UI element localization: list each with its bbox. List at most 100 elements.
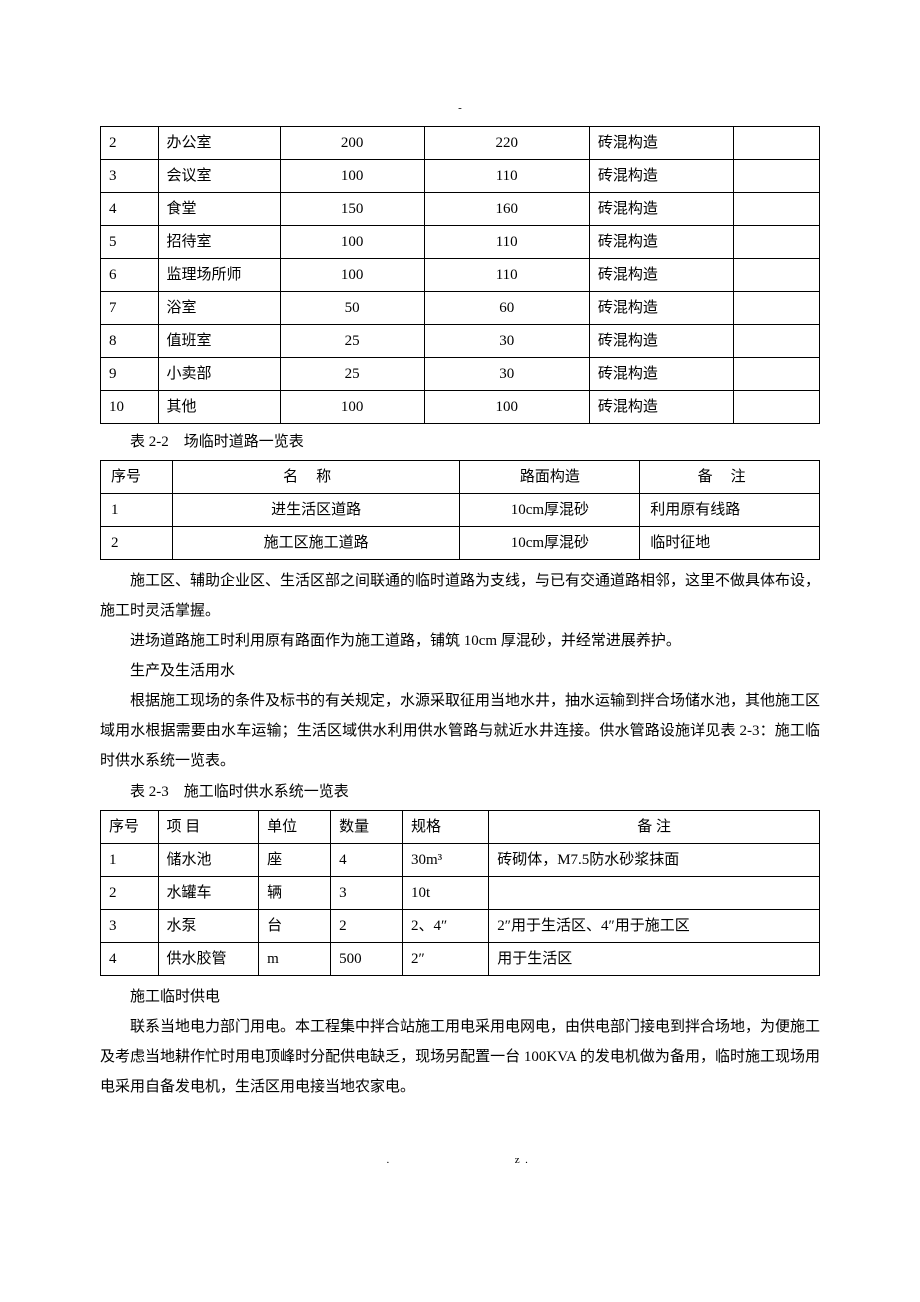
table-cell: 220 (424, 126, 589, 159)
table-cell (733, 258, 819, 291)
table-cell (489, 876, 820, 909)
table-cell: 60 (424, 291, 589, 324)
footer-dot: . (387, 1154, 395, 1166)
table-row: 5招待室100110砖混构造 (101, 225, 820, 258)
table-cell: 100 (280, 225, 424, 258)
table-cell: 食堂 (158, 192, 280, 225)
table-row: 1进生活区道路10cm厚混砂利用原有线路 (101, 493, 820, 526)
table-cell: 100 (280, 159, 424, 192)
table-water-supply: 序号 项 目 单位 数量 规格 备 注 1储水池座430m³砖砌体，M7.5防水… (100, 810, 820, 976)
table-cell: 25 (280, 324, 424, 357)
table-cell: 100 (280, 258, 424, 291)
table-cell: 砖砌体，M7.5防水砂浆抹面 (489, 843, 820, 876)
table-cell: 10cm厚混砂 (460, 493, 640, 526)
table-row: 2水罐车辆310t (101, 876, 820, 909)
table-cell: 砖混构造 (589, 159, 733, 192)
table-cell (733, 390, 819, 423)
table-cell: 500 (331, 942, 403, 975)
table-cell: 2″用于生活区、4″用于施工区 (489, 909, 820, 942)
table-cell: 进生活区道路 (172, 493, 460, 526)
table-cell: 砖混构造 (589, 126, 733, 159)
table-row: 3会议室100110砖混构造 (101, 159, 820, 192)
table-cell: 6 (101, 258, 159, 291)
table-cell: 台 (259, 909, 331, 942)
table-cell: 100 (424, 390, 589, 423)
table-cell: 辆 (259, 876, 331, 909)
table-cell: 30 (424, 324, 589, 357)
table-cell (733, 225, 819, 258)
table-cell: 110 (424, 159, 589, 192)
col-note: 备注 (640, 460, 820, 493)
table-cell: 小卖部 (158, 357, 280, 390)
table-cell: 监理场所师 (158, 258, 280, 291)
col-qty: 数量 (331, 810, 403, 843)
caption-table3: 表 2-3 施工临时供水系统一览表 (100, 780, 820, 804)
table-cell (733, 357, 819, 390)
table-cell: 10cm厚混砂 (460, 526, 640, 559)
table-cell: 1 (101, 843, 159, 876)
table-row: 6监理场所师100110砖混构造 (101, 258, 820, 291)
table-cell: 4 (101, 192, 159, 225)
table-cell: 座 (259, 843, 331, 876)
table-cell: 水泵 (158, 909, 259, 942)
paragraph: 施工区、辅助企业区、生活区部之间联通的临时道路为支线，与已有交通道路相邻，这里不… (100, 566, 820, 626)
table-row: 7浴室5060砖混构造 (101, 291, 820, 324)
table-cell: 4 (101, 942, 159, 975)
col-no: 序号 (101, 460, 173, 493)
table-cell: 30m³ (402, 843, 488, 876)
table-cell: 4 (331, 843, 403, 876)
table-cell: 供水胶管 (158, 942, 259, 975)
table-cell: 3 (101, 909, 159, 942)
table-cell: 2 (331, 909, 403, 942)
table-cell: 砖混构造 (589, 357, 733, 390)
table-cell: 砖混构造 (589, 192, 733, 225)
table-cell: 10 (101, 390, 159, 423)
table-cell: 110 (424, 258, 589, 291)
col-note: 备 注 (489, 810, 820, 843)
table-row: 8值班室2530砖混构造 (101, 324, 820, 357)
table-cell: 砖混构造 (589, 225, 733, 258)
table-cell: 5 (101, 225, 159, 258)
col-item: 项 目 (158, 810, 259, 843)
table-cell: 30 (424, 357, 589, 390)
col-name: 名称 (172, 460, 460, 493)
table-cell (733, 291, 819, 324)
table-roads: 序号 名称 路面构造 备注 1进生活区道路10cm厚混砂利用原有线路2施工区施工… (100, 460, 820, 560)
paragraph: 根据施工现场的条件及标书的有关规定，水源采取征用当地水井，抽水运输到拌合场储水池… (100, 686, 820, 776)
table-cell (733, 126, 819, 159)
table-row: 1储水池座430m³砖砌体，M7.5防水砂浆抹面 (101, 843, 820, 876)
table-cell: 水罐车 (158, 876, 259, 909)
table-cell: m (259, 942, 331, 975)
top-mark: - (100, 100, 820, 118)
table-row: 9小卖部2530砖混构造 (101, 357, 820, 390)
table-cell: 100 (280, 390, 424, 423)
table-cell: 砖混构造 (589, 258, 733, 291)
table-cell: 用于生活区 (489, 942, 820, 975)
col-surface: 路面构造 (460, 460, 640, 493)
table-cell: 150 (280, 192, 424, 225)
table-cell: 砖混构造 (589, 324, 733, 357)
paragraph: 施工临时供电 (100, 982, 820, 1012)
table-cell: 浴室 (158, 291, 280, 324)
table-cell: 2、4″ (402, 909, 488, 942)
table-cell: 25 (280, 357, 424, 390)
table-cell: 2 (101, 126, 159, 159)
table-cell: 3 (101, 159, 159, 192)
table-row: 2办公室200220砖混构造 (101, 126, 820, 159)
paragraph: 生产及生活用水 (100, 656, 820, 686)
table-header-row: 序号 项 目 单位 数量 规格 备 注 (101, 810, 820, 843)
col-unit: 单位 (259, 810, 331, 843)
table-cell: 2 (101, 876, 159, 909)
table-row: 4供水胶管m5002″用于生活区 (101, 942, 820, 975)
table-cell: 9 (101, 357, 159, 390)
table-row: 10其他100100砖混构造 (101, 390, 820, 423)
table-cell: 砖混构造 (589, 291, 733, 324)
table-header-row: 序号 名称 路面构造 备注 (101, 460, 820, 493)
table-cell: 利用原有线路 (640, 493, 820, 526)
table-row: 2施工区施工道路10cm厚混砂临时征地 (101, 526, 820, 559)
table-cell: 200 (280, 126, 424, 159)
table-cell: 2 (101, 526, 173, 559)
table-row: 3水泵台22、4″2″用于生活区、4″用于施工区 (101, 909, 820, 942)
paragraph: 进场道路施工时利用原有路面作为施工道路，铺筑 10cm 厚混砂，并经常进展养护。 (100, 626, 820, 656)
table-cell: 3 (331, 876, 403, 909)
